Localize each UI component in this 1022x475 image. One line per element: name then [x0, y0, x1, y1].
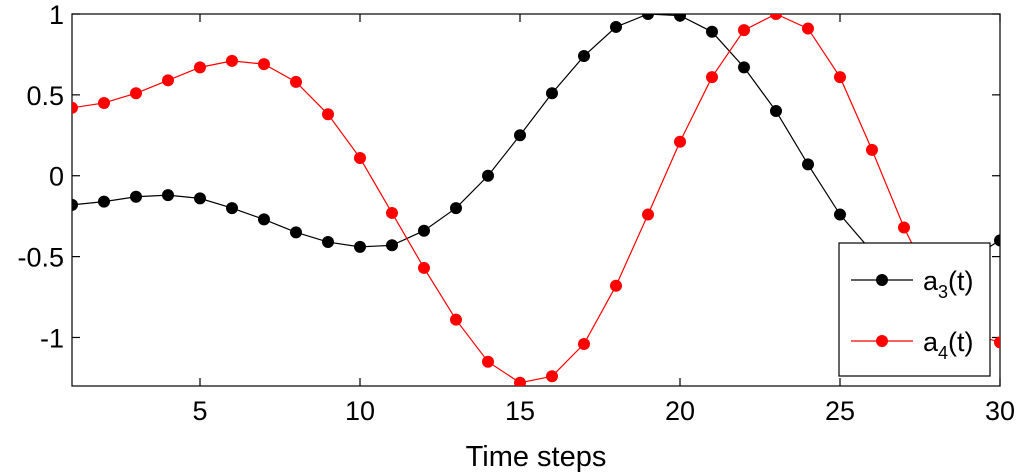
legend-swatch-marker: [876, 274, 888, 286]
legend-label-suffix: (t): [948, 266, 973, 296]
data-point: [610, 279, 622, 292]
data-point: [72, 198, 78, 211]
data-point: [450, 313, 462, 326]
data-point: [290, 226, 302, 239]
legend-label-base: a: [923, 327, 939, 357]
data-point: [162, 189, 174, 202]
data-point: [642, 14, 654, 20]
data-point: [866, 143, 878, 156]
data-point: [194, 61, 206, 74]
data-point: [738, 61, 750, 74]
data-point: [386, 206, 398, 219]
y-tick-label: -0.5: [17, 243, 64, 273]
data-point: [258, 58, 270, 71]
legend-entry-a4: a4(t): [851, 327, 974, 363]
data-point: [578, 337, 590, 350]
data-point: [194, 192, 206, 205]
data-point: [770, 14, 782, 20]
data-point: [514, 129, 526, 142]
data-point: [578, 50, 590, 63]
data-point: [738, 24, 750, 37]
legend-label-a3: a3(t): [923, 266, 974, 302]
data-point: [162, 74, 174, 87]
data-point: [98, 96, 110, 109]
data-point: [706, 25, 718, 38]
x-tick-label: 10: [345, 396, 375, 426]
data-point: [418, 261, 430, 274]
legend-label-base: a: [923, 266, 939, 296]
data-point: [258, 213, 270, 226]
legend-label-subscript: 4: [938, 343, 948, 363]
data-point: [226, 202, 238, 215]
data-point: [802, 22, 814, 35]
data-point: [418, 224, 430, 237]
data-point: [674, 135, 686, 148]
data-point: [994, 336, 1000, 349]
data-point: [130, 87, 142, 100]
legend-label-a4: a4(t): [923, 327, 974, 363]
y-tick-label: 1: [49, 0, 64, 30]
data-point: [802, 158, 814, 171]
data-point: [450, 202, 462, 215]
data-point: [546, 370, 558, 383]
data-point: [482, 355, 494, 368]
x-tick-label: 15: [505, 396, 535, 426]
data-point: [98, 195, 110, 208]
data-point: [354, 240, 366, 253]
data-point: [898, 221, 910, 234]
legend-swatch-marker: [876, 335, 888, 347]
data-point: [290, 75, 302, 88]
x-axis-label: Time steps: [466, 441, 607, 473]
y-tick-label: 0: [49, 162, 64, 192]
data-point: [546, 87, 558, 100]
data-point: [322, 236, 334, 249]
data-point: [642, 208, 654, 221]
data-point: [770, 105, 782, 118]
x-tick-label: 30: [985, 396, 1015, 426]
data-point: [226, 54, 238, 67]
data-point: [834, 208, 846, 221]
data-point: [386, 239, 398, 252]
data-point: [706, 71, 718, 84]
data-point: [834, 71, 846, 84]
legend-entry-a3: a3(t): [851, 266, 974, 302]
tick-labels: 5 10 15 20 25 30 1 0.5 0 -0.5 -1: [17, 0, 1015, 426]
data-point: [354, 151, 366, 164]
data-point: [514, 376, 526, 386]
axis-ticks: [72, 13, 1001, 386]
x-tick-label: 25: [825, 396, 855, 426]
legend-box: [838, 242, 991, 377]
data-point: [130, 190, 142, 203]
legend-label-suffix: (t): [948, 327, 973, 357]
y-tick-label: -1: [40, 323, 64, 353]
legend-label-subscript: 3: [938, 282, 948, 302]
data-point: [72, 101, 78, 114]
x-tick-label: 20: [665, 396, 695, 426]
x-tick-label: 5: [192, 396, 207, 426]
data-point: [674, 14, 686, 22]
data-point: [322, 108, 334, 121]
legend: a3(t) a4(t): [838, 242, 991, 377]
data-point: [994, 234, 1000, 247]
y-tick-label: 0.5: [26, 81, 64, 111]
data-point: [482, 169, 494, 182]
data-point: [610, 20, 622, 33]
